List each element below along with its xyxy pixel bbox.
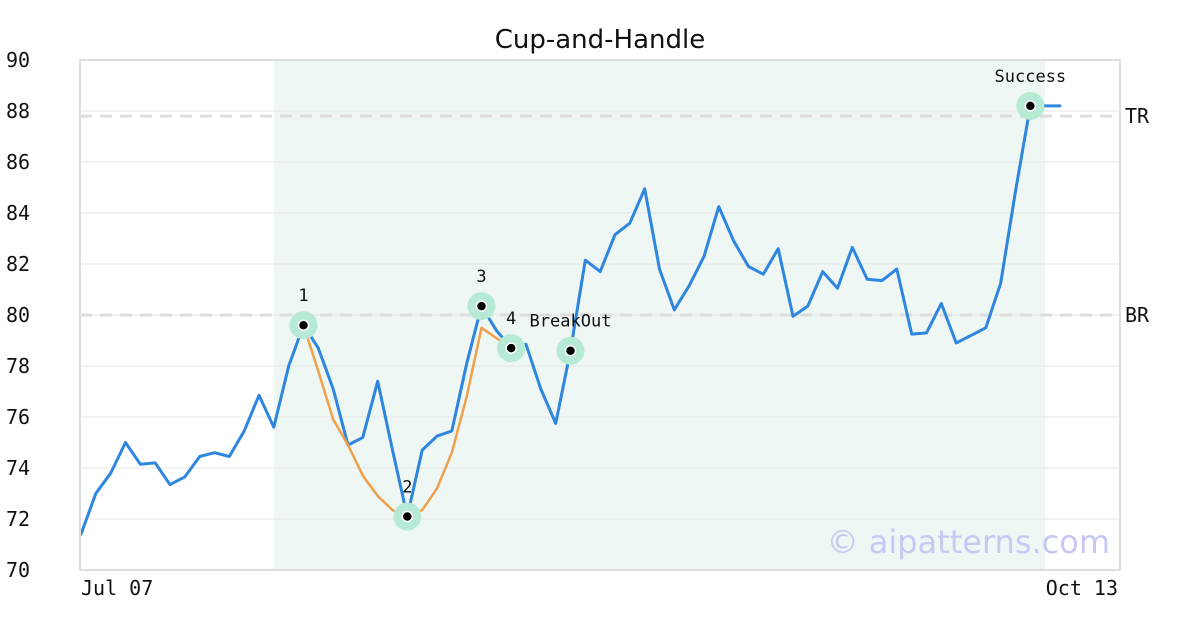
chart-title: Cup-and-Handle: [495, 25, 706, 55]
annotation-marker-dot: [564, 344, 577, 357]
watermark: © aipatterns.com: [827, 523, 1110, 561]
annotation-marker-dot: [1024, 100, 1037, 112]
annotation-label: 2: [402, 477, 412, 497]
reference-line-label: BR: [1125, 303, 1150, 327]
annotation-label: 4: [506, 309, 516, 329]
annotation-markers-layer: 1 2 3 4 BreakOut Success: [289, 67, 1067, 531]
axis-labels-layer: 70 72 74 76 78 80 82 84 86 88 90 Jul 07 Oct 13: [6, 48, 1118, 600]
annotation-label: 1: [298, 286, 308, 306]
y-tick-label: 74: [6, 456, 30, 480]
annotation-marker-dot: [401, 510, 414, 523]
annotation-marker-dot: [505, 342, 517, 354]
annotation-marker-dot: [297, 319, 310, 331]
y-tick-label: 72: [6, 507, 30, 531]
y-tick-label: 82: [6, 252, 30, 276]
plot-frame: [79, 59, 1121, 571]
y-tick-label: 70: [6, 558, 30, 582]
annotation-label: Success: [995, 67, 1067, 87]
y-tick-label: 76: [6, 405, 30, 429]
y-tick-label: 78: [6, 354, 30, 378]
annotation-marker-dot: [475, 300, 488, 312]
y-tick-label: 86: [6, 150, 30, 174]
y-tick-label: 88: [6, 99, 30, 123]
reference-line-label: TR: [1125, 104, 1150, 128]
annotation-label: 3: [476, 267, 486, 287]
y-tick-label: 80: [6, 303, 30, 327]
x-tick-label: Oct 13: [1046, 576, 1118, 600]
annotation-label: BreakOut: [530, 312, 612, 332]
y-tick-label: 84: [6, 201, 30, 225]
y-tick-label: 90: [6, 48, 30, 72]
x-tick-label: Jul 07: [81, 576, 153, 600]
